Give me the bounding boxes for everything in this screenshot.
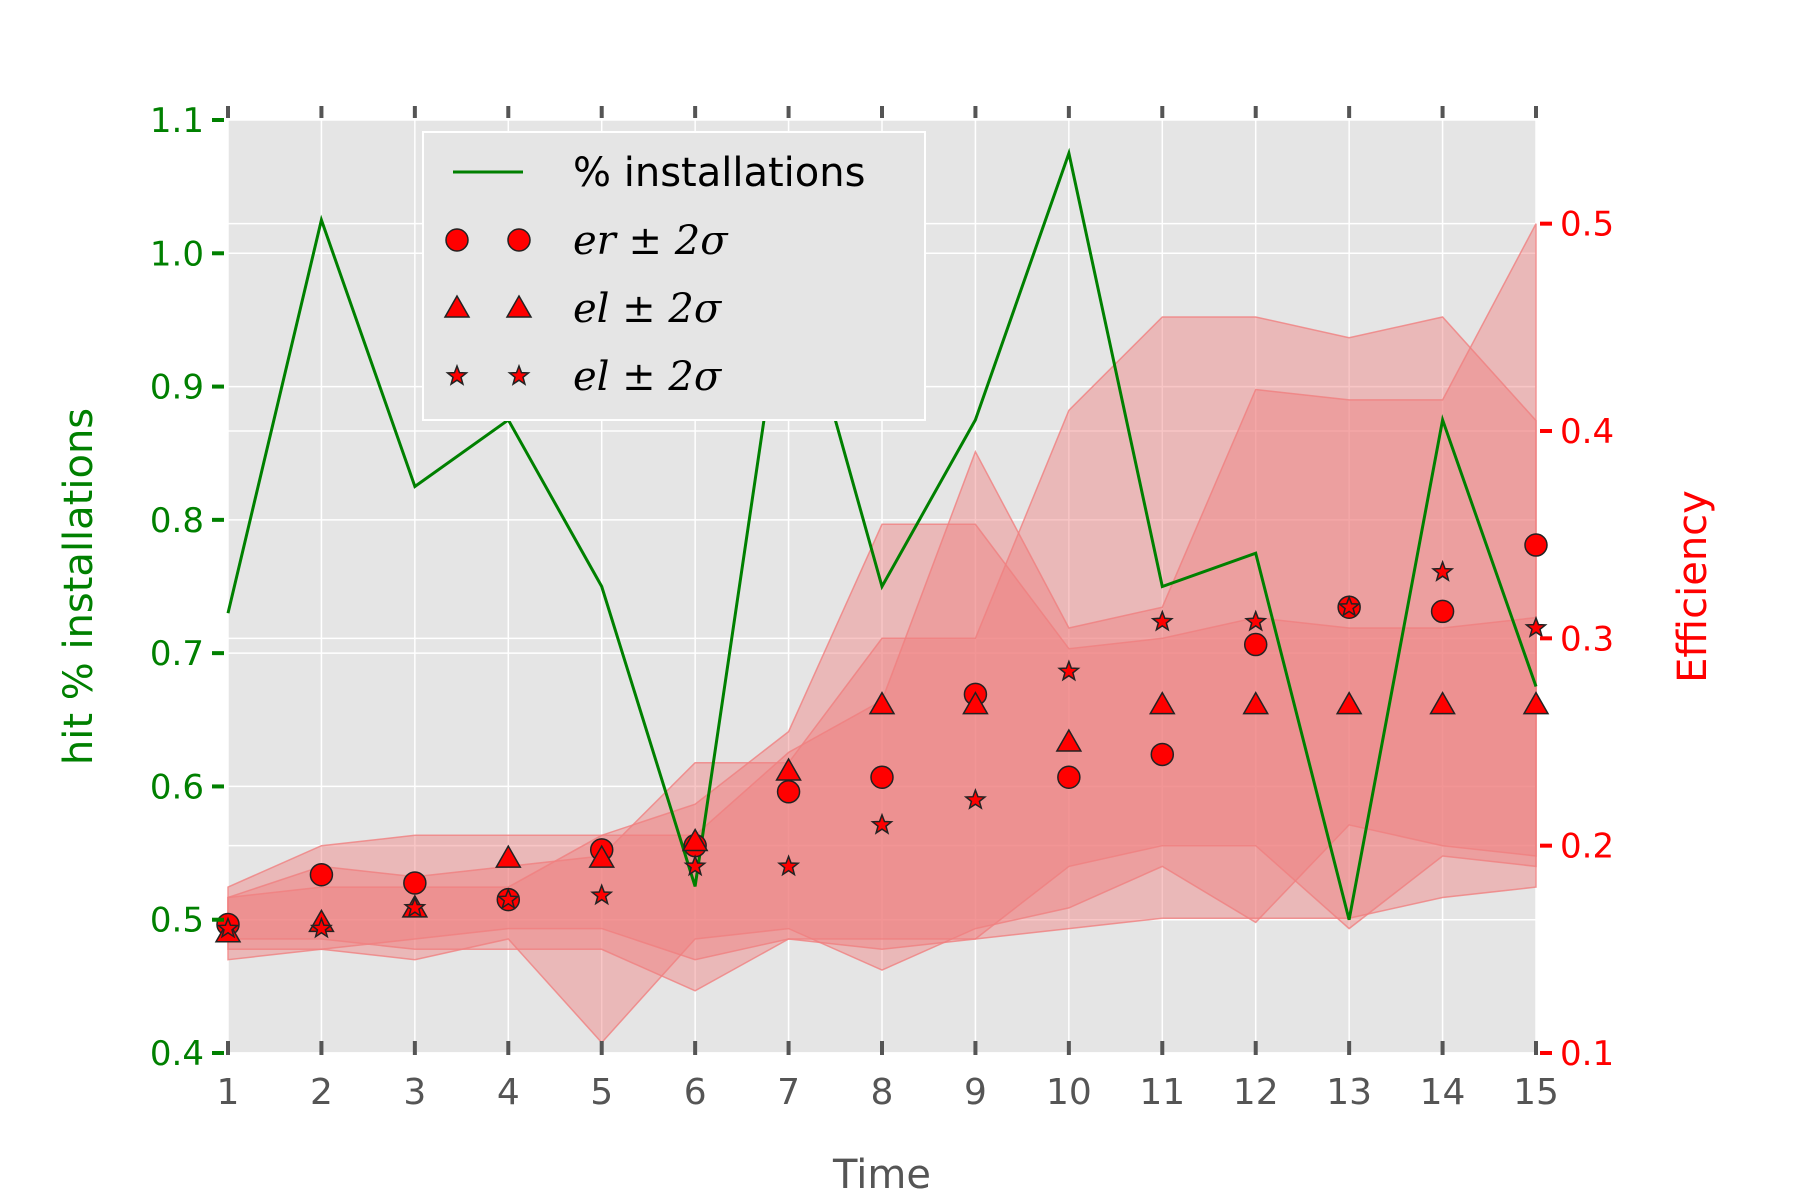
series-line-installations xyxy=(226,147,1538,921)
x-tick-label: 2 xyxy=(310,1072,333,1113)
x-tick-label: 15 xyxy=(1513,1072,1559,1113)
marker-star xyxy=(309,916,333,939)
marker-star xyxy=(403,895,427,918)
left-y-tick-label: 0.4 xyxy=(150,1034,204,1074)
legend-box xyxy=(422,131,926,421)
left-y-axis-title: hit % installations xyxy=(56,408,102,765)
legend-marker-triangle xyxy=(443,294,471,318)
legend-marker-star xyxy=(507,363,531,386)
x-tick-label: 1 xyxy=(217,1072,240,1113)
legend-label-main: er xyxy=(573,218,619,264)
marker-star xyxy=(870,812,894,835)
marker-circle xyxy=(1430,599,1455,624)
legend-label-main: el xyxy=(573,354,609,400)
marker-star xyxy=(683,854,707,877)
marker-star xyxy=(590,883,614,906)
series-lines xyxy=(226,147,1538,921)
marker-triangle xyxy=(681,828,709,852)
marker-star xyxy=(963,787,987,810)
right-y-tick-label: 0.3 xyxy=(1560,619,1614,659)
legend-label-tail: ± 2σ xyxy=(609,286,722,332)
right-y-tick-label: 0.5 xyxy=(1560,205,1614,245)
marker-circle xyxy=(870,765,894,789)
legend-marker-triangle xyxy=(505,294,533,318)
right-y-tick-label: 0.2 xyxy=(1560,827,1614,867)
left-y-tick-label: 0.8 xyxy=(150,501,204,541)
axes: 1 2 3 4 5 6 7 8 9 10 11 12 13 14 150.40.50.60.70.80.91… xyxy=(150,101,1614,1113)
marker-triangle xyxy=(868,691,896,715)
marker-circle xyxy=(309,862,334,887)
marker-star xyxy=(216,916,240,939)
legend-marker-circle xyxy=(445,228,469,252)
legend-marker-star xyxy=(445,363,469,386)
marker-triangle xyxy=(494,844,522,868)
marker-star xyxy=(1337,595,1361,618)
x-tick-label: 7 xyxy=(777,1072,800,1113)
marker-star xyxy=(1431,559,1455,582)
marker-star xyxy=(1524,615,1548,638)
left-y-tick-label: 0.6 xyxy=(150,767,204,807)
x-tick-label: 8 xyxy=(871,1072,894,1113)
legend-label-tail: ± 2σ xyxy=(609,354,722,400)
marker-triangle xyxy=(1522,691,1550,715)
marker-star xyxy=(1057,659,1081,682)
marker-star xyxy=(1150,609,1174,632)
legend-label-tail: ± 2σ xyxy=(616,218,729,264)
x-tick-label: 13 xyxy=(1326,1072,1372,1113)
legend-marker-circle xyxy=(507,228,531,252)
x-tick-label: 6 xyxy=(684,1072,707,1113)
x-tick-label: 3 xyxy=(403,1072,426,1113)
marker-circle xyxy=(1150,742,1175,767)
marker-triangle xyxy=(588,844,616,868)
marker-triangle xyxy=(775,757,802,781)
marker-triangle xyxy=(1335,691,1363,715)
marker-circle xyxy=(403,871,427,895)
marker-circle xyxy=(1057,765,1081,789)
x-tick-label: 4 xyxy=(497,1072,520,1113)
right-y-tick-label: 0.4 xyxy=(1560,412,1614,452)
marker-triangle xyxy=(1148,691,1176,715)
x-tick-label: 14 xyxy=(1420,1072,1466,1113)
x-tick-label: 12 xyxy=(1233,1072,1279,1113)
marker-triangle xyxy=(962,691,989,715)
x-tick-label: 9 xyxy=(964,1072,987,1113)
left-y-tick-label: 0.5 xyxy=(150,901,204,941)
marker-star xyxy=(496,887,520,910)
x-tick-label: 5 xyxy=(590,1072,613,1113)
legend-label: er ± 2σ xyxy=(573,218,729,264)
marker-triangle xyxy=(1242,691,1270,715)
left-y-tick-label: 0.7 xyxy=(150,634,204,674)
marker-circle xyxy=(1243,632,1268,657)
left-y-tick-label: 0.9 xyxy=(150,368,204,408)
left-y-tick-label: 1.0 xyxy=(150,234,204,274)
marker-circle xyxy=(776,780,801,804)
x-tick-label: 10 xyxy=(1046,1072,1092,1113)
legend-label-main: el xyxy=(573,286,609,332)
x-tick-label: 11 xyxy=(1139,1072,1185,1113)
marker-star xyxy=(1244,609,1268,632)
right-y-tick-label: 0.1 xyxy=(1560,1034,1614,1074)
x-axis-title: Time xyxy=(832,1152,931,1198)
marker-star xyxy=(777,854,801,877)
marker-circle xyxy=(1524,533,1548,557)
marker-triangle xyxy=(1055,728,1083,752)
legend-label: el ± 2σ xyxy=(573,286,723,332)
right-y-axis-title: Efficiency xyxy=(1670,490,1716,683)
legend-label: % installations xyxy=(573,150,865,196)
left-y-tick-label: 1.1 xyxy=(150,101,204,141)
legend-label: el ± 2σ xyxy=(573,354,723,400)
marker-triangle xyxy=(1429,691,1456,715)
